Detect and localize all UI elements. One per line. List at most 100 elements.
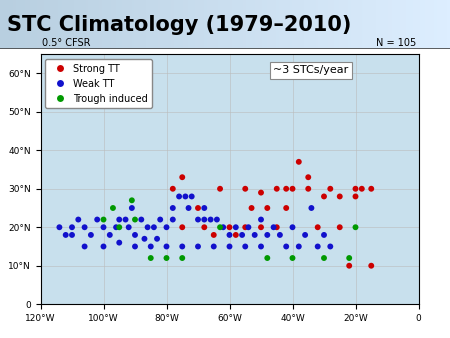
Point <box>56 224 63 230</box>
Point <box>327 186 334 191</box>
Point <box>131 232 139 238</box>
Point <box>106 232 113 238</box>
Point <box>210 244 217 249</box>
Point <box>100 217 107 222</box>
Point <box>257 224 265 230</box>
Point <box>314 244 321 249</box>
Point <box>242 244 249 249</box>
Point <box>226 224 233 230</box>
Point <box>194 244 202 249</box>
Point <box>62 232 69 238</box>
Point <box>289 224 296 230</box>
Point <box>128 205 135 211</box>
Point <box>169 205 176 211</box>
Point <box>207 217 214 222</box>
Point <box>242 186 249 191</box>
Point <box>314 224 321 230</box>
Point <box>109 205 117 211</box>
Point <box>116 240 123 245</box>
Point <box>163 244 170 249</box>
Point <box>368 263 375 268</box>
Point <box>128 198 135 203</box>
Point <box>179 244 186 249</box>
Point <box>308 205 315 211</box>
Point <box>201 224 208 230</box>
Point <box>94 217 101 222</box>
Point <box>144 224 151 230</box>
Point <box>264 232 271 238</box>
Point <box>116 224 123 230</box>
Point <box>131 217 139 222</box>
Point <box>169 217 176 222</box>
Point <box>226 232 233 238</box>
Point <box>138 217 145 222</box>
Point <box>216 186 224 191</box>
Point <box>257 244 265 249</box>
Point <box>320 194 328 199</box>
Point <box>346 255 353 261</box>
Point <box>273 186 280 191</box>
Point <box>248 205 255 211</box>
Point <box>75 217 82 222</box>
Point <box>327 244 334 249</box>
Point <box>302 232 309 238</box>
Point <box>305 186 312 191</box>
Point <box>100 244 107 249</box>
Point <box>226 244 233 249</box>
Point <box>358 186 365 191</box>
Point <box>87 232 94 238</box>
Point <box>232 224 239 230</box>
Point <box>157 217 164 222</box>
Point <box>295 159 302 165</box>
Point <box>176 194 183 199</box>
Point <box>150 224 158 230</box>
Point <box>270 224 277 230</box>
Point <box>147 244 154 249</box>
Point <box>100 224 107 230</box>
Point <box>251 232 258 238</box>
Point <box>368 186 375 191</box>
Point <box>147 255 154 261</box>
Point <box>179 174 186 180</box>
Point <box>131 244 139 249</box>
Point <box>188 194 195 199</box>
Point <box>216 224 224 230</box>
Point <box>336 224 343 230</box>
Point <box>283 244 290 249</box>
Point <box>257 217 265 222</box>
Point <box>283 205 290 211</box>
Point <box>289 186 296 191</box>
Point <box>305 174 312 180</box>
Point <box>257 190 265 195</box>
Point <box>336 194 343 199</box>
Text: STC Climatology (1979–2010): STC Climatology (1979–2010) <box>7 16 351 35</box>
Point <box>346 263 353 268</box>
Point <box>220 224 227 230</box>
Point <box>169 186 176 191</box>
Point <box>194 205 202 211</box>
Point <box>283 186 290 191</box>
Text: N = 105: N = 105 <box>376 38 417 48</box>
Text: ~3 STCs/year: ~3 STCs/year <box>273 65 348 75</box>
Point <box>201 205 208 211</box>
Point <box>81 244 88 249</box>
Point <box>352 186 359 191</box>
Point <box>179 224 186 230</box>
Point <box>163 255 170 261</box>
Point <box>352 194 359 199</box>
Point <box>276 232 284 238</box>
Point <box>182 194 189 199</box>
Point <box>289 255 296 261</box>
Point <box>232 232 239 238</box>
Point <box>245 224 252 230</box>
Point <box>153 236 161 241</box>
Point <box>352 224 359 230</box>
Point <box>179 255 186 261</box>
Point <box>201 217 208 222</box>
Point <box>185 205 192 211</box>
Point <box>320 232 328 238</box>
Point <box>264 205 271 211</box>
Point <box>273 224 280 230</box>
Point <box>122 217 129 222</box>
Point <box>210 232 217 238</box>
